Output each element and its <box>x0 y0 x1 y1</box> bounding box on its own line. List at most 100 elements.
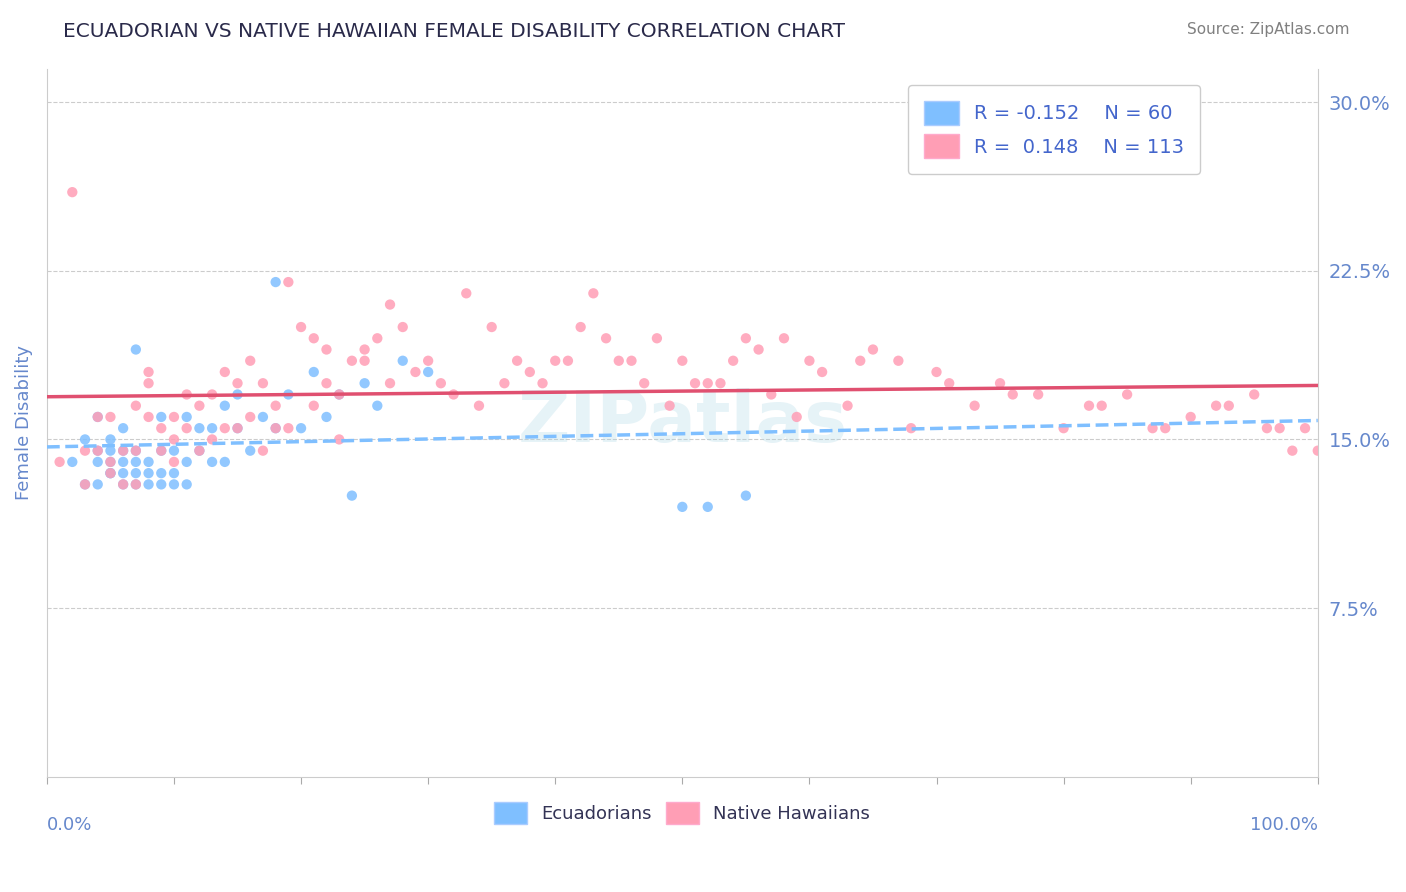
Point <box>671 500 693 514</box>
Point <box>176 421 198 435</box>
Point <box>73 443 96 458</box>
Point <box>391 320 413 334</box>
Point <box>1294 421 1316 435</box>
Point <box>1026 387 1049 401</box>
Point <box>163 409 186 424</box>
Point <box>188 443 211 458</box>
Point <box>328 387 350 401</box>
Point <box>366 331 388 345</box>
Point <box>799 353 821 368</box>
Point <box>353 343 375 357</box>
Point <box>73 477 96 491</box>
Point <box>125 399 148 413</box>
Point <box>315 343 337 357</box>
Point <box>138 365 160 379</box>
Point <box>366 399 388 413</box>
Point <box>226 387 249 401</box>
Point <box>226 421 249 435</box>
Point <box>557 353 579 368</box>
Point <box>430 376 453 391</box>
Point <box>481 320 503 334</box>
Point <box>100 409 122 424</box>
Point <box>1243 387 1265 401</box>
Point <box>264 399 287 413</box>
Point <box>150 421 173 435</box>
Point <box>163 466 186 480</box>
Point <box>100 433 122 447</box>
Point <box>315 409 337 424</box>
Point <box>60 455 83 469</box>
Point <box>138 466 160 480</box>
Point <box>176 455 198 469</box>
Point <box>290 421 312 435</box>
Point <box>925 365 948 379</box>
Point <box>811 365 834 379</box>
Point <box>138 455 160 469</box>
Point <box>290 320 312 334</box>
Point <box>696 376 718 391</box>
Point <box>328 387 350 401</box>
Point <box>963 399 986 413</box>
Point <box>138 477 160 491</box>
Point <box>201 433 224 447</box>
Point <box>620 353 643 368</box>
Text: ECUADORIAN VS NATIVE HAWAIIAN FEMALE DISABILITY CORRELATION CHART: ECUADORIAN VS NATIVE HAWAIIAN FEMALE DIS… <box>63 22 845 41</box>
Point <box>340 353 363 368</box>
Point <box>73 477 96 491</box>
Point <box>264 275 287 289</box>
Point <box>125 343 148 357</box>
Point <box>87 477 110 491</box>
Point <box>1256 421 1278 435</box>
Point <box>277 275 299 289</box>
Legend: Ecuadorians, Native Hawaiians: Ecuadorians, Native Hawaiians <box>488 795 877 831</box>
Point <box>214 399 236 413</box>
Point <box>277 421 299 435</box>
Point <box>1154 421 1177 435</box>
Point <box>112 421 135 435</box>
Point <box>862 343 884 357</box>
Point <box>201 455 224 469</box>
Point <box>607 353 630 368</box>
Point <box>264 421 287 435</box>
Point <box>353 376 375 391</box>
Point <box>226 421 249 435</box>
Point <box>1306 443 1329 458</box>
Point <box>188 421 211 435</box>
Point <box>696 500 718 514</box>
Point <box>112 443 135 458</box>
Point <box>87 443 110 458</box>
Point <box>569 320 592 334</box>
Point <box>125 477 148 491</box>
Point <box>302 331 325 345</box>
Point <box>443 387 465 401</box>
Point <box>252 376 274 391</box>
Point <box>239 443 262 458</box>
Point <box>73 433 96 447</box>
Point <box>100 466 122 480</box>
Point <box>163 477 186 491</box>
Point <box>176 409 198 424</box>
Point <box>849 353 872 368</box>
Point <box>645 331 668 345</box>
Point <box>239 353 262 368</box>
Point <box>100 466 122 480</box>
Text: Source: ZipAtlas.com: Source: ZipAtlas.com <box>1187 22 1350 37</box>
Point <box>519 365 541 379</box>
Point <box>938 376 960 391</box>
Point <box>112 455 135 469</box>
Point <box>277 387 299 401</box>
Point <box>1116 387 1139 401</box>
Point <box>264 421 287 435</box>
Point <box>302 399 325 413</box>
Point <box>176 477 198 491</box>
Point <box>633 376 655 391</box>
Point <box>87 409 110 424</box>
Point <box>734 331 756 345</box>
Point <box>544 353 567 368</box>
Point <box>404 365 426 379</box>
Point <box>1142 421 1164 435</box>
Point <box>125 443 148 458</box>
Point <box>1205 399 1227 413</box>
Point <box>837 399 859 413</box>
Point <box>188 399 211 413</box>
